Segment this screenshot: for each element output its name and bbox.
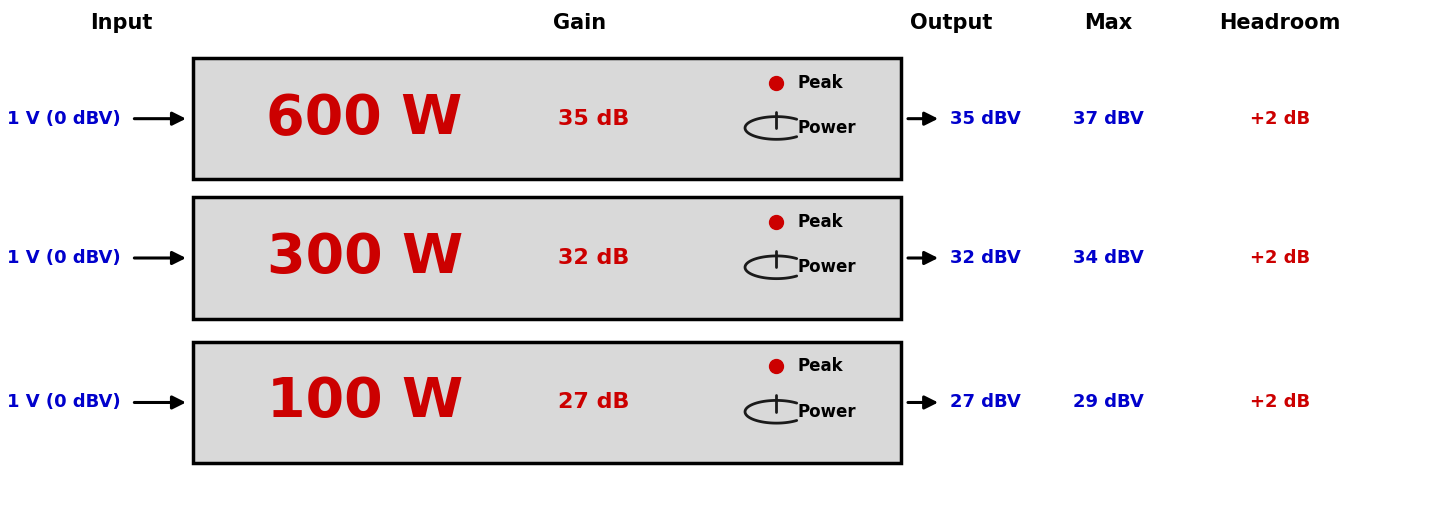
Text: 100 W: 100 W — [266, 376, 463, 429]
Text: Peak: Peak — [798, 74, 844, 91]
Text: Peak: Peak — [798, 213, 844, 231]
Text: Max: Max — [1084, 13, 1133, 33]
Text: +2 dB: +2 dB — [1250, 394, 1310, 411]
Text: 1 V (0 dBV): 1 V (0 dBV) — [7, 394, 120, 411]
Text: 32 dBV: 32 dBV — [950, 249, 1020, 267]
Text: 27 dBV: 27 dBV — [950, 394, 1020, 411]
Text: Power: Power — [798, 403, 857, 421]
Text: 1 V (0 dBV): 1 V (0 dBV) — [7, 110, 120, 127]
Text: 34 dBV: 34 dBV — [1072, 249, 1144, 267]
FancyBboxPatch shape — [193, 198, 901, 318]
Text: 32 dB: 32 dB — [558, 248, 629, 268]
Text: 27 dB: 27 dB — [558, 393, 629, 412]
Text: Gain: Gain — [552, 13, 606, 33]
Text: +2 dB: +2 dB — [1250, 110, 1310, 127]
Text: Power: Power — [798, 119, 857, 137]
Text: 600 W: 600 W — [266, 92, 463, 146]
Text: Headroom: Headroom — [1220, 13, 1340, 33]
Text: 1 V (0 dBV): 1 V (0 dBV) — [7, 249, 120, 267]
Text: 35 dBV: 35 dBV — [950, 110, 1020, 127]
Text: Output: Output — [909, 13, 992, 33]
Text: +2 dB: +2 dB — [1250, 249, 1310, 267]
Text: 37 dBV: 37 dBV — [1072, 110, 1144, 127]
Text: Power: Power — [798, 259, 857, 276]
FancyBboxPatch shape — [193, 58, 901, 179]
FancyBboxPatch shape — [193, 342, 901, 463]
Text: Peak: Peak — [798, 358, 844, 375]
Text: 300 W: 300 W — [266, 231, 463, 285]
Text: Input: Input — [90, 13, 153, 33]
Text: 29 dBV: 29 dBV — [1072, 394, 1144, 411]
Text: 35 dB: 35 dB — [558, 109, 629, 128]
